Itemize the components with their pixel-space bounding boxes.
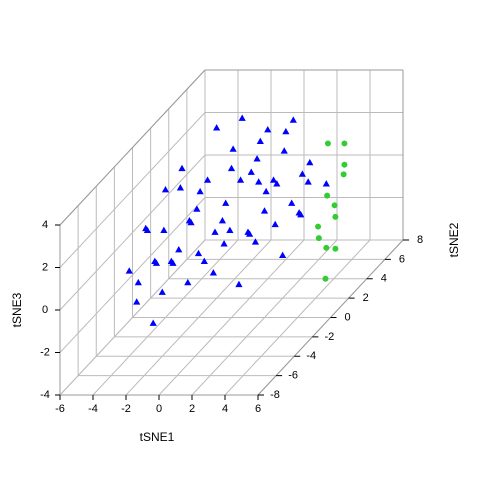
- data-point: [247, 168, 255, 175]
- data-point: [194, 249, 203, 257]
- z-tick-label: -4: [40, 389, 50, 401]
- y-tick-label: -8: [270, 389, 280, 401]
- grid-line: [59, 197, 206, 353]
- data-point: [238, 114, 246, 121]
- data-point: [169, 259, 177, 266]
- data-point: [332, 213, 339, 220]
- data-point: [246, 230, 254, 237]
- data-point: [203, 176, 212, 183]
- data-point: [315, 223, 322, 230]
- data-point: [341, 140, 348, 147]
- data-point: [331, 202, 338, 209]
- z-tick-label: 4: [42, 219, 48, 231]
- data-point: [323, 244, 330, 251]
- grid-line: [59, 239, 206, 396]
- data-point: [298, 170, 306, 177]
- data-point: [306, 158, 314, 166]
- data-point: [324, 140, 331, 147]
- data-point: [255, 178, 263, 185]
- data-point: [269, 176, 278, 183]
- y-tick-label: -6: [288, 370, 298, 382]
- data-point: [235, 280, 243, 288]
- data-point: [193, 205, 201, 212]
- grid-line: [59, 154, 206, 311]
- data-point: [160, 226, 168, 234]
- data-point: [304, 178, 312, 185]
- data-point: [322, 180, 330, 187]
- data-point: [184, 278, 192, 286]
- data-point: [187, 218, 195, 226]
- y-tick-label: 0: [344, 311, 350, 323]
- x-tick-label: -2: [121, 403, 131, 415]
- z-tick-label: 2: [42, 261, 48, 273]
- data-point: [176, 184, 184, 191]
- data-point: [295, 209, 303, 216]
- z-tick-label: -2: [40, 346, 50, 358]
- data-point: [178, 164, 186, 172]
- data-point: [133, 298, 141, 305]
- y-tick-label: 2: [363, 292, 369, 304]
- data-point: [161, 186, 170, 193]
- y-tick-label: 4: [381, 273, 387, 285]
- data-point: [196, 187, 204, 195]
- x-tick-label: -6: [55, 403, 65, 415]
- y-tick-label: -4: [306, 350, 316, 362]
- data-point: [280, 147, 288, 154]
- data-point: [152, 259, 161, 266]
- y-tick-label: 8: [417, 234, 423, 246]
- data-point: [209, 269, 217, 276]
- data-point: [279, 251, 287, 259]
- y-tick-label: 6: [399, 253, 405, 265]
- data-point: [158, 288, 166, 295]
- data-point: [226, 226, 234, 234]
- data-point: [264, 126, 272, 133]
- data-point: [134, 278, 142, 286]
- data-point: [211, 228, 219, 235]
- data-point: [315, 235, 322, 242]
- data-point: [229, 145, 237, 152]
- data-point: [271, 220, 279, 228]
- data-point: [222, 199, 230, 206]
- data-point: [322, 275, 329, 282]
- data-point: [143, 226, 151, 234]
- data-point: [262, 187, 270, 195]
- data-point: [332, 245, 339, 252]
- data-point: [200, 257, 208, 264]
- data-point: [282, 127, 290, 135]
- data-point: [125, 267, 133, 274]
- grid-line: [59, 112, 206, 268]
- data-point: [340, 171, 347, 178]
- box-edge: [59, 69, 206, 226]
- x-tick-label: 2: [189, 403, 195, 415]
- data-point: [227, 164, 236, 172]
- x-tick-label: 6: [255, 403, 261, 415]
- data-point: [175, 246, 183, 253]
- data-point: [213, 124, 221, 131]
- data-point: [324, 192, 331, 199]
- data-point: [289, 116, 297, 123]
- data-point: [253, 155, 261, 162]
- x-tick-label: -4: [88, 403, 98, 415]
- y-tick-label: -2: [324, 331, 334, 343]
- data-point: [251, 238, 260, 245]
- data-point: [236, 176, 245, 183]
- data-point: [288, 199, 296, 206]
- z-tick-label: 0: [42, 304, 48, 316]
- z-axis-title: tSNE3: [10, 292, 24, 327]
- data-point: [260, 207, 269, 214]
- data-point: [220, 240, 228, 247]
- x-tick-label: 0: [156, 403, 162, 415]
- data-point: [149, 319, 157, 326]
- data-point: [341, 161, 348, 168]
- x-tick-label: 4: [222, 403, 228, 415]
- data-point: [273, 180, 281, 187]
- data-point: [256, 137, 264, 144]
- data-point: [218, 216, 227, 224]
- y-axis-title: tSNE2: [447, 222, 461, 257]
- x-axis-title: tSNE1: [140, 430, 175, 444]
